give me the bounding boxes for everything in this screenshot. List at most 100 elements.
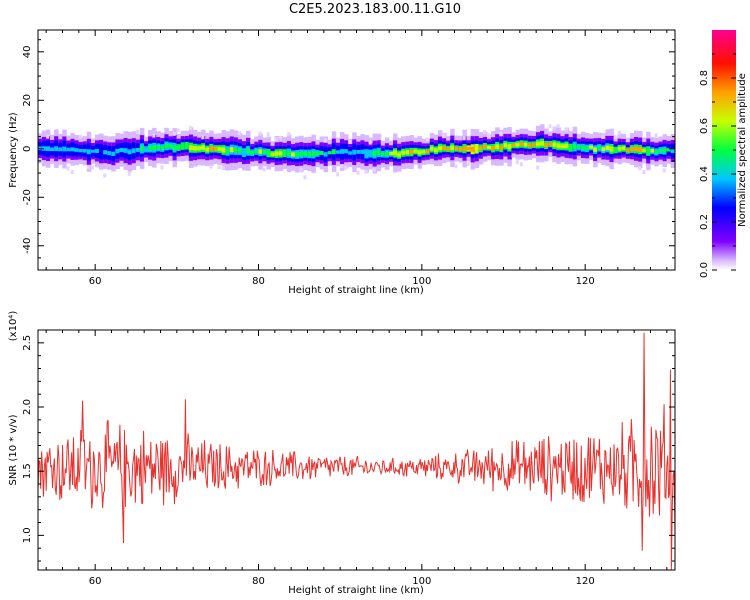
heat-cell <box>70 147 75 152</box>
snr-y-multiplier: (x10⁴) <box>8 311 19 342</box>
heat-speck <box>638 166 642 171</box>
y-tick-label: 1.0 <box>22 527 33 543</box>
heat-speck <box>515 160 519 165</box>
figure-title: C2E5.2023.183.00.11.G10 <box>288 2 462 17</box>
heat-cell <box>246 148 251 154</box>
colorbar-tick-label: 0.8 <box>699 70 710 86</box>
heat-cell <box>584 146 590 151</box>
y-tick-label: 40 <box>22 45 33 58</box>
snr-panel: 60 80 100 120 1.0 1.5 2.0 2.5 Height of straig… <box>8 311 676 596</box>
heat-cell <box>103 150 108 155</box>
heat-cell <box>597 145 602 150</box>
heat-cell <box>482 144 488 149</box>
heat-speck <box>201 135 205 140</box>
heat-cell <box>119 148 124 153</box>
heat-cell <box>229 147 235 153</box>
heat-cell <box>621 146 627 151</box>
heat-cell <box>642 148 647 152</box>
heat-cell <box>388 151 394 156</box>
heat-speck <box>442 133 446 138</box>
heat-cell <box>258 149 263 154</box>
heat-cell <box>62 146 67 152</box>
heat-cell <box>107 151 112 156</box>
heat-cell <box>188 145 194 151</box>
heat-cell <box>384 151 390 156</box>
heat-speck <box>454 164 458 169</box>
heat-cell <box>474 146 480 152</box>
heat-cell <box>270 152 276 156</box>
heat-cell <box>491 146 496 151</box>
heat-cell <box>348 151 353 155</box>
heat-cell <box>250 151 255 155</box>
heat-cell <box>278 151 284 156</box>
x-tick-label: 100 <box>412 276 431 287</box>
heat-cell <box>274 151 280 156</box>
heat-speck <box>601 134 605 139</box>
heat-cell <box>86 149 92 155</box>
heat-cell <box>625 148 631 153</box>
heat-cell <box>654 150 659 154</box>
heat-cell <box>670 148 675 154</box>
spectrogram-x-axis: 60 80 100 120 <box>45 30 668 287</box>
colorbar-tick-label: 0.0 <box>699 262 710 278</box>
heat-cell <box>552 142 557 147</box>
heat-cell <box>331 149 337 155</box>
heat-cell <box>58 147 63 152</box>
heat-cell <box>417 150 423 155</box>
heat-speck <box>278 135 282 140</box>
heat-speck <box>274 137 278 142</box>
spectrogram-heatmap <box>38 124 675 180</box>
heat-cell <box>380 152 386 156</box>
x-tick-label: 80 <box>252 576 265 587</box>
heat-speck <box>221 165 225 170</box>
heat-cell <box>393 150 398 156</box>
heat-cell <box>662 148 668 153</box>
heat-cell <box>315 151 320 156</box>
heat-cell <box>364 151 369 157</box>
x-tick-label: 100 <box>412 576 431 587</box>
heat-speck <box>548 124 552 129</box>
heat-cell <box>180 144 186 148</box>
heat-speck <box>372 167 376 172</box>
heat-speck <box>364 169 368 174</box>
heat-cell <box>499 145 504 151</box>
heat-cell <box>352 149 357 155</box>
heat-cell <box>638 147 643 152</box>
heat-cell <box>666 148 672 152</box>
y-tick-label: 1.5 <box>22 463 33 479</box>
heat-cell <box>303 151 308 156</box>
snr-xlabel: Height of straight line (km) <box>288 585 424 596</box>
heat-cell <box>564 143 570 149</box>
heat-speck <box>176 128 180 133</box>
heat-cell <box>658 148 663 153</box>
heat-cell <box>115 148 120 154</box>
heat-cell <box>633 146 639 152</box>
heat-speck <box>258 131 262 136</box>
heat-cell <box>262 150 267 154</box>
heat-cell <box>99 149 104 154</box>
heat-speck <box>103 173 107 178</box>
heat-speck <box>127 171 131 176</box>
heat-cell <box>372 151 378 157</box>
y-tick-label: 2.5 <box>22 335 33 351</box>
heat-cell <box>609 146 614 152</box>
heat-cell <box>433 148 439 153</box>
spectrogram-y-axis: 40 20 0 -20 -40 <box>22 39 675 271</box>
heat-speck <box>556 124 560 129</box>
heat-cell <box>527 143 533 148</box>
heat-cell <box>66 147 71 152</box>
heat-speck <box>299 167 303 172</box>
heat-cell <box>486 145 492 149</box>
heat-speck <box>466 161 470 166</box>
heat-speck <box>642 170 646 175</box>
heat-cell <box>454 146 459 151</box>
heat-cell <box>319 150 325 156</box>
heat-speck <box>152 133 156 138</box>
heat-cell <box>437 145 443 151</box>
spectrogram-xlabel: Height of straight line (km) <box>288 285 424 296</box>
heat-cell <box>225 148 231 154</box>
heat-cell <box>217 147 222 152</box>
heat-cell <box>335 150 341 154</box>
heat-speck <box>91 165 95 170</box>
colorbar-gradient <box>712 30 736 270</box>
